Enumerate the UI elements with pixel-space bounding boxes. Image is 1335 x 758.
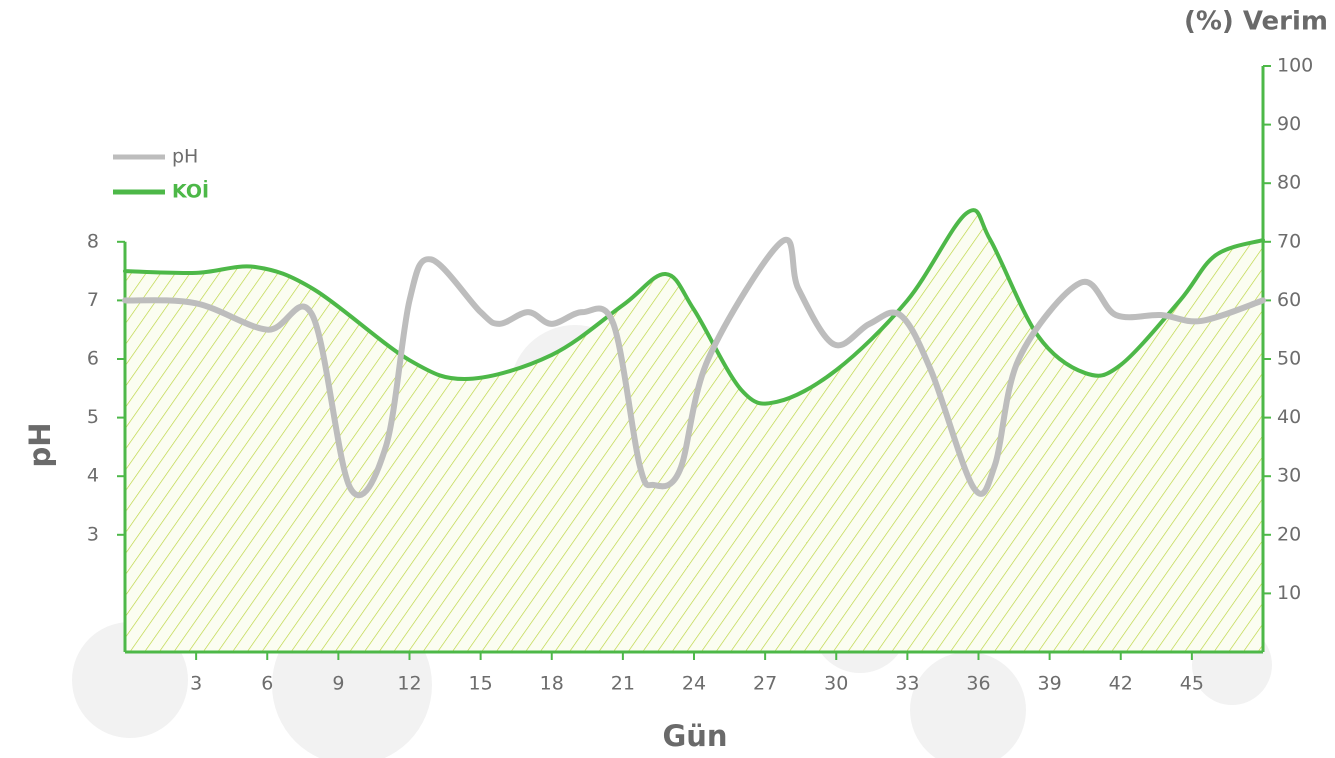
- x-tick-label: 6: [261, 673, 273, 695]
- y2-tick-label: 90: [1277, 113, 1301, 135]
- y2-tick-label: 30: [1277, 465, 1301, 487]
- x-tick-label: 39: [1038, 673, 1062, 695]
- y2-axis-title: (%) Verim: [1184, 7, 1328, 37]
- y2-tick-label: 20: [1277, 523, 1301, 545]
- y2-tick-label: 60: [1277, 289, 1301, 311]
- y-tick-label: 3: [87, 523, 99, 545]
- x-tick-label: 15: [469, 673, 493, 695]
- y2-tick-label: 80: [1277, 172, 1301, 194]
- x-tick-label: 45: [1180, 673, 1204, 695]
- y2-tick-label: 50: [1277, 348, 1301, 370]
- x-tick-label: 27: [753, 673, 777, 695]
- y-tick-label: 4: [87, 465, 99, 487]
- y-tick-label: 8: [87, 230, 99, 252]
- y2-tick-label: 70: [1277, 230, 1301, 252]
- x-axis-title: Gün: [662, 719, 727, 753]
- x-tick-label: 21: [611, 673, 635, 695]
- x-tick-label: 30: [824, 673, 848, 695]
- x-tick-label: 18: [540, 673, 564, 695]
- x-tick-label: 33: [895, 673, 919, 695]
- x-tick-label: 36: [966, 673, 990, 695]
- chart: Gün pH (%) Verim 36912151821242730333639…: [0, 0, 1335, 758]
- x-tick-label: 42: [1109, 673, 1133, 695]
- legend-label: pH: [172, 146, 198, 168]
- y-tick-label: 7: [87, 289, 99, 311]
- y2-tick-label: 10: [1277, 582, 1301, 604]
- y2-tick-label: 100: [1277, 55, 1313, 77]
- y2-tick-label: 40: [1277, 406, 1301, 428]
- x-tick-label: 9: [332, 673, 344, 695]
- x-tick-label: 3: [190, 673, 202, 695]
- x-tick-label: 24: [682, 673, 706, 695]
- y-axis-title: pH: [23, 422, 57, 467]
- y-tick-label: 6: [87, 348, 99, 370]
- legend-label: KOİ: [172, 179, 209, 203]
- area: [125, 210, 1263, 652]
- x-tick-label: 12: [397, 673, 421, 695]
- y-tick-label: 5: [87, 406, 99, 428]
